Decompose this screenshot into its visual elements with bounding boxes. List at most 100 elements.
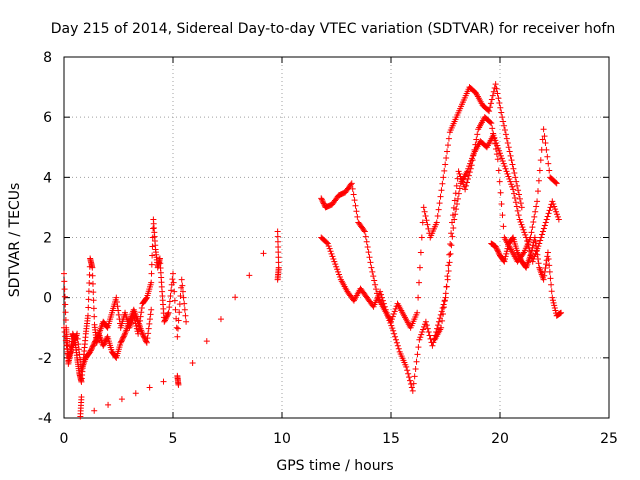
data-point: [174, 333, 181, 340]
data-point: [504, 245, 511, 252]
axis-ticks: 0 5 10 15 20 25 -4 -2 0 2 4 6 8: [38, 50, 618, 447]
data-point: [86, 271, 93, 278]
data-point: [501, 163, 508, 170]
data-point: [384, 312, 391, 319]
data-point: [410, 380, 417, 387]
data-point: [487, 100, 494, 107]
data-point: [372, 281, 379, 288]
data-point: [473, 136, 480, 143]
data-point: [173, 324, 180, 331]
data-point: [446, 251, 453, 258]
data-point: [520, 226, 527, 233]
data-point: [548, 281, 555, 288]
data-point: [378, 294, 385, 301]
data-point: [494, 90, 501, 97]
data-point: [455, 168, 462, 175]
data-point: [77, 413, 84, 420]
data-point: [169, 276, 176, 283]
data-point: [423, 322, 430, 329]
data-point: [551, 203, 558, 210]
data-point: [62, 333, 69, 340]
data-point: [553, 180, 560, 187]
data-point: [170, 270, 176, 277]
data-point: [63, 341, 70, 348]
data-point: [517, 219, 524, 226]
data-point: [167, 292, 174, 299]
data-point: [139, 330, 146, 337]
data-point: [542, 265, 549, 272]
data-point: [464, 168, 471, 175]
data-point: [503, 135, 510, 142]
data-point: [521, 229, 528, 236]
data-point: [120, 333, 127, 340]
data-point: [517, 200, 524, 207]
data-point: [542, 219, 549, 226]
data-point: [440, 304, 447, 311]
data-point: [403, 363, 410, 370]
data-point: [90, 341, 97, 348]
data-point: [501, 122, 508, 129]
data-point: [514, 182, 521, 189]
data-point: [426, 332, 433, 339]
data-point: [416, 336, 423, 343]
data-point: [543, 216, 550, 223]
data-point: [504, 139, 511, 146]
x-tick-label: 15: [382, 431, 400, 447]
data-point: [118, 337, 125, 344]
data-point: [370, 273, 377, 280]
data-point: [163, 313, 170, 320]
data-point: [275, 254, 282, 261]
data-point: [506, 148, 513, 155]
data-point: [149, 243, 156, 250]
data-point: [89, 343, 96, 350]
y-tick-label: 2: [43, 231, 52, 247]
data-point: [232, 294, 239, 301]
data-point: [182, 312, 189, 319]
data-point: [453, 206, 460, 213]
data-point: [417, 249, 424, 256]
data-point: [382, 306, 389, 313]
data-point: [325, 243, 332, 250]
data-point: [406, 377, 413, 384]
data-point: [451, 197, 458, 204]
data-point: [181, 300, 188, 307]
data-point: [519, 224, 526, 231]
data-point: [441, 167, 448, 174]
data-point: [164, 312, 171, 319]
data-point: [412, 366, 419, 373]
data-point: [348, 180, 355, 187]
data-point: [62, 309, 69, 316]
data-point: [497, 189, 504, 196]
data-point: [91, 339, 98, 346]
data-point: [526, 248, 533, 255]
data-point: [542, 139, 549, 146]
y-tick-label: 6: [43, 110, 52, 126]
data-point: [530, 242, 537, 249]
data-point: [448, 230, 455, 237]
data-point: [497, 150, 503, 157]
data-point: [89, 344, 96, 351]
data-point: [435, 322, 442, 329]
data-point: [516, 216, 523, 223]
data-point: [546, 207, 553, 214]
data-point: [61, 286, 68, 293]
data-point: [160, 378, 167, 385]
data-point: [491, 134, 498, 141]
data-point: [531, 213, 538, 220]
data-point: [512, 174, 519, 181]
data-point: [509, 161, 516, 168]
data-point: [385, 314, 392, 321]
data-point: [523, 234, 530, 241]
x-tick-label: 10: [273, 431, 291, 447]
data-point: [511, 194, 518, 201]
data-point: [508, 181, 515, 188]
data-point: [430, 339, 437, 346]
data-point: [100, 342, 107, 349]
data-point: [468, 158, 475, 165]
data-point: [553, 211, 560, 218]
data-point: [440, 310, 447, 317]
data-point: [505, 173, 512, 180]
y-tick-label: 4: [43, 170, 52, 186]
data-point: [492, 243, 499, 250]
